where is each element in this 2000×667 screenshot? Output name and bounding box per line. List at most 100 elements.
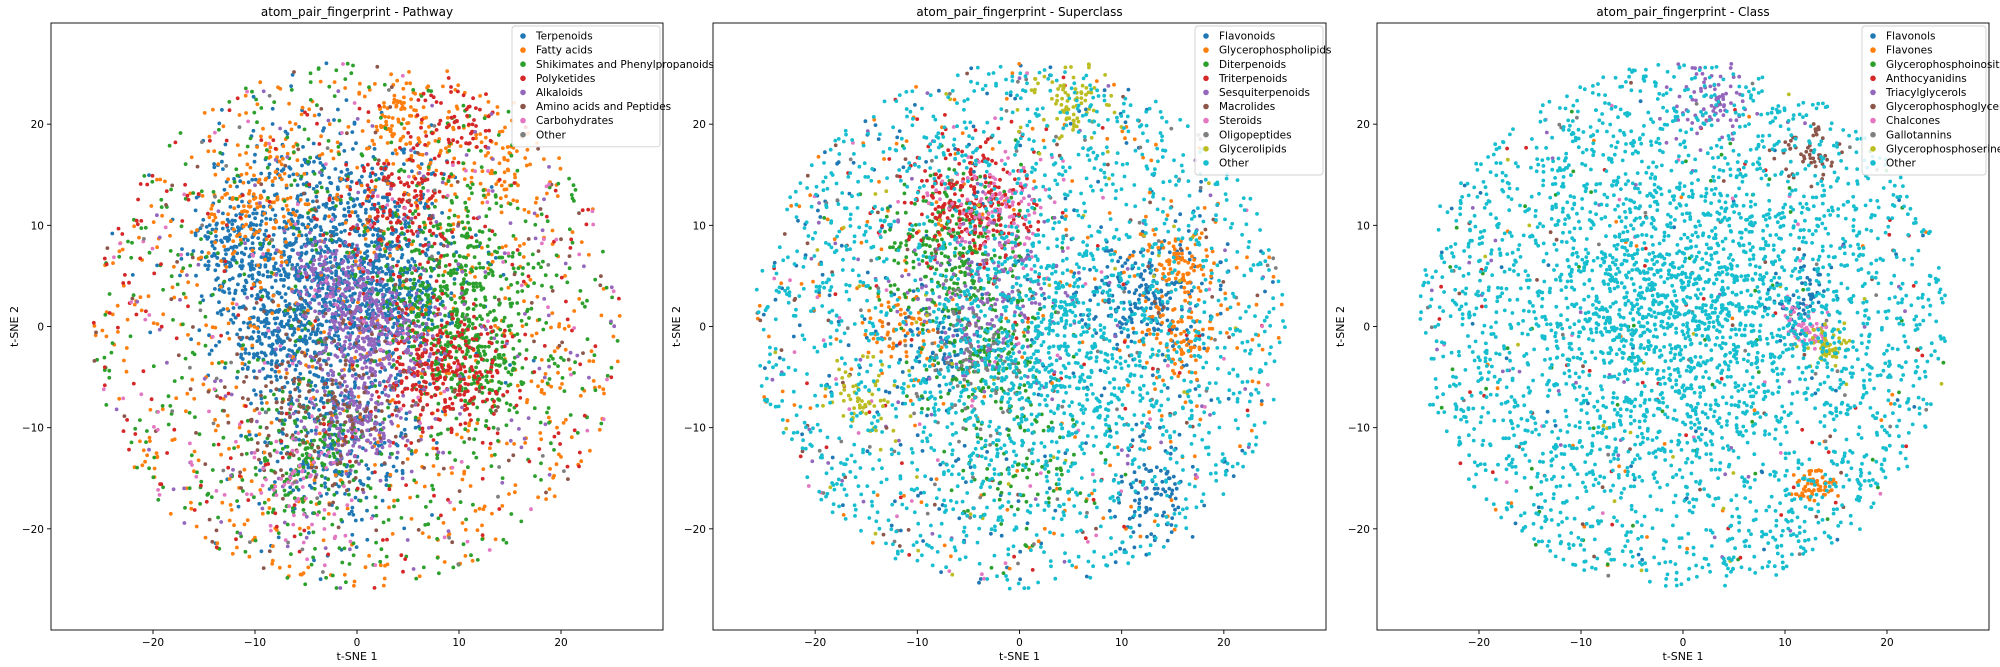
data-point [197,432,202,437]
data-point [422,484,427,489]
data-point [275,408,279,412]
data-point [529,379,534,384]
data-point [231,312,236,317]
panel-1: atom_pair_fingerprint - Pathway−20 −10 0 10… [8,5,714,663]
data-point [366,110,371,114]
data-point [340,560,345,565]
data-point [152,466,157,471]
data-point [448,208,452,213]
data-point [352,583,356,588]
data-point [516,266,521,271]
data-point [282,339,286,344]
data-point [453,458,458,462]
data-point [335,198,340,202]
data-point [510,334,515,339]
data-point [471,284,476,289]
data-point [227,336,232,341]
data-point [330,522,335,527]
data-point [556,370,560,375]
data-point [169,187,174,192]
data-point [357,178,362,183]
data-point [304,451,309,456]
data-point [319,330,323,335]
data-point [148,407,153,412]
data-point [316,66,321,70]
data-point [434,100,439,104]
data-point [463,527,468,532]
data-point [388,209,392,214]
data-point [311,199,315,204]
data-point [363,189,367,193]
data-point [231,306,236,310]
data-point [328,300,332,305]
data-point [234,167,239,172]
data-point [486,100,491,104]
data-point [535,294,540,299]
data-point [196,192,201,196]
data-point [382,379,386,384]
data-point [456,160,461,165]
data-point [433,204,437,209]
data-point [165,451,170,455]
data-point [342,149,347,153]
data-point [424,134,429,138]
data-point [311,254,316,259]
data-point [523,441,528,445]
data-point [375,274,380,278]
data-point [573,360,577,365]
data-point [338,201,343,206]
data-point [336,334,340,338]
data-point [459,320,464,324]
data-point [298,198,303,202]
data-point [295,183,300,188]
data-point [545,191,549,196]
data-point [423,361,428,366]
data-point [363,304,368,308]
data-point [455,140,460,144]
data-point [337,118,342,123]
data-point [172,427,177,432]
data-point [393,148,398,153]
data-point [342,207,347,212]
data-point [124,369,129,374]
data-point [209,348,214,353]
data-point [305,241,310,245]
data-point [517,339,522,343]
data-point [430,268,434,273]
data-point [372,147,377,151]
data-point [568,367,572,371]
data-point [335,186,340,191]
data-point [215,256,220,260]
data-point [521,279,526,284]
data-point [449,199,454,203]
data-point [456,89,460,94]
data-point [401,569,405,574]
data-point [495,111,500,116]
data-point [428,274,433,279]
data-point [200,194,205,198]
data-point [244,280,249,285]
data-point [189,230,194,235]
data-point [129,440,134,445]
data-point [369,240,374,245]
data-point [430,411,434,416]
data-point [445,160,450,165]
data-point [331,230,336,234]
data-point [150,173,155,178]
data-point [464,205,469,210]
data-point [277,159,282,164]
data-point [578,362,583,367]
data-point [343,77,348,81]
data-point [374,178,379,183]
data-point [250,248,255,253]
data-point [502,156,506,160]
data-point [366,187,371,192]
data-point [361,201,365,206]
data-point [345,409,349,413]
data-point [515,301,520,305]
data-point [390,532,395,536]
data-point [366,119,371,124]
data-point [284,303,289,308]
data-point [466,220,470,225]
data-point [362,256,366,261]
